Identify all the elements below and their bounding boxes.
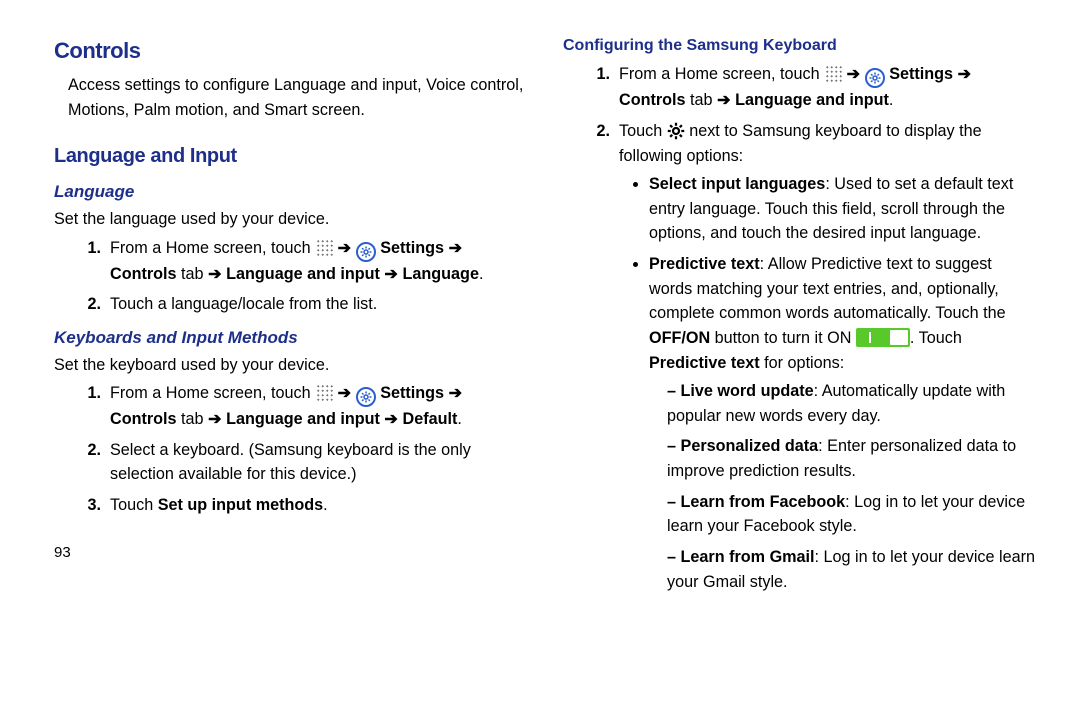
nav-language: Language <box>403 265 479 283</box>
language-step-1: From a Home screen, touch Settings Contr… <box>110 236 529 287</box>
period: . <box>323 496 328 514</box>
option-text: for options: <box>760 354 845 372</box>
nav-language-input: Language and input <box>226 410 380 428</box>
language-intro-text: Set the language used by your device. <box>54 207 529 232</box>
option-label: Personalized data <box>681 437 819 455</box>
language-step-2: Touch a language/locale from the list. <box>110 292 529 317</box>
heading-language-and-input: Language and Input <box>54 141 529 171</box>
keyboards-intro-text: Set the keyboard used by your device. <box>54 353 529 378</box>
apps-icon <box>315 383 333 401</box>
step-text: From a Home screen, touch <box>110 239 315 257</box>
tab-word: tab <box>177 410 204 428</box>
nav-controls: Controls <box>619 91 686 109</box>
arrow-icon <box>847 65 861 83</box>
subheading-keyboards: Keyboards and Input Methods <box>54 325 529 351</box>
arrow-icon <box>384 265 398 283</box>
keyboards-step-3: Touch Set up input methods. <box>110 493 529 518</box>
arrow-icon <box>958 65 972 83</box>
heading-controls: Controls <box>54 34 529 67</box>
keyboards-steps: From a Home screen, touch Settings Contr… <box>54 381 529 518</box>
dash-personalized-data: Personalized data: Enter personalized da… <box>667 434 1038 483</box>
nav-settings: Settings <box>380 384 444 402</box>
manual-page: Controls Access settings to configure La… <box>0 0 1080 610</box>
subheading-configuring-keyboard: Configuring the Samsung Keyboard <box>563 34 1038 58</box>
config-step-1: From a Home screen, touch Settings Contr… <box>619 62 1038 113</box>
setup-input-methods: Set up input methods <box>158 496 323 514</box>
arrow-icon <box>338 239 352 257</box>
arrow-icon <box>208 410 222 428</box>
dash-learn-facebook: Learn from Facebook: Log in to let your … <box>667 490 1038 539</box>
subheading-language: Language <box>54 179 529 205</box>
tab-word: tab <box>686 91 713 109</box>
arrow-icon <box>449 239 463 257</box>
arrow-icon <box>338 384 352 402</box>
settings-gear-icon <box>865 68 885 88</box>
arrow-icon <box>449 384 463 402</box>
step-text: From a Home screen, touch <box>619 65 824 83</box>
nav-language-input: Language and input <box>735 91 889 109</box>
option-label: Learn from Gmail <box>681 548 815 566</box>
toggle-on-icon <box>856 328 910 347</box>
settings-gear-icon <box>356 387 376 407</box>
option-label: Learn from Facebook <box>681 493 846 511</box>
dash-live-word-update: Live word update: Automatically update w… <box>667 379 1038 428</box>
predictive-sub-options: Live word update: Automatically update w… <box>649 379 1038 594</box>
nav-default: Default <box>403 410 458 428</box>
option-label: Select input languages <box>649 175 825 193</box>
keyboards-step-1: From a Home screen, touch Settings Contr… <box>110 381 529 432</box>
period: . <box>457 410 462 428</box>
option-label: Predictive text <box>649 255 760 273</box>
nav-controls: Controls <box>110 410 177 428</box>
language-steps: From a Home screen, touch Settings Contr… <box>54 236 529 317</box>
nav-settings: Settings <box>889 65 953 83</box>
arrow-icon <box>384 410 398 428</box>
option-label: Live word update <box>681 382 814 400</box>
option-text: . Touch <box>910 329 962 347</box>
predictive-text-label: Predictive text <box>649 354 760 372</box>
right-column: Configuring the Samsung Keyboard From a … <box>563 34 1038 600</box>
keyboards-step-2: Select a keyboard. (Samsung keyboard is … <box>110 438 529 487</box>
apps-icon <box>315 238 333 256</box>
step-text: From a Home screen, touch <box>110 384 315 402</box>
arrow-icon <box>717 91 731 109</box>
step-text: Touch <box>619 122 667 140</box>
nav-settings: Settings <box>380 239 444 257</box>
controls-intro-text: Access settings to configure Language an… <box>68 73 529 122</box>
apps-icon <box>824 64 842 82</box>
config-steps: From a Home screen, touch Settings Contr… <box>563 62 1038 594</box>
arrow-icon <box>208 265 222 283</box>
nav-language-input: Language and input <box>226 265 380 283</box>
tab-word: tab <box>177 265 204 283</box>
period: . <box>479 265 484 283</box>
options-bullets: Select input languages: Used to set a de… <box>619 172 1038 594</box>
config-step-2: Touch next to Samsung keyboard to displa… <box>619 119 1038 594</box>
settings-gear-icon <box>356 242 376 262</box>
gear-icon <box>667 122 685 140</box>
page-number: 93 <box>54 542 529 565</box>
option-text: button to turn it ON <box>710 329 856 347</box>
bullet-predictive-text: Predictive text: Allow Predictive text t… <box>649 252 1038 594</box>
dash-learn-gmail: Learn from Gmail: Log in to let your dev… <box>667 545 1038 594</box>
nav-controls: Controls <box>110 265 177 283</box>
bullet-select-input-languages: Select input languages: Used to set a de… <box>649 172 1038 246</box>
left-column: Controls Access settings to configure La… <box>54 34 529 600</box>
period: . <box>889 91 894 109</box>
off-on-label: OFF/ON <box>649 329 710 347</box>
step-text: Touch <box>110 496 158 514</box>
